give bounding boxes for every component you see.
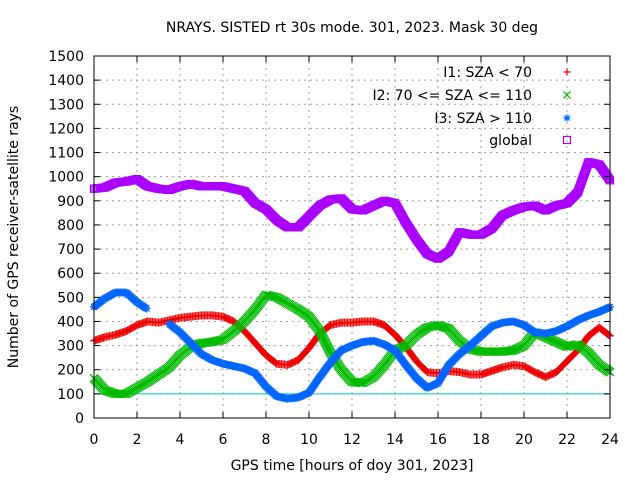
data-point <box>604 173 613 182</box>
y-tick-label: 300 <box>57 339 84 355</box>
x-tick-label: 12 <box>343 432 361 448</box>
y-tick-label: 1300 <box>48 97 84 113</box>
y-tick-label: 200 <box>57 363 84 379</box>
series-3 <box>89 158 615 263</box>
x-tick-labels: 0 2 4 6 8 10 12 14 16 18 20 22 24 <box>90 432 619 448</box>
y-tick-label: 1500 <box>48 49 84 65</box>
y-tick-label: 900 <box>57 194 84 210</box>
y-axis-label: Number of GPS receiver-satellite rays <box>6 106 22 368</box>
legend-label: I3: SZA > 110 <box>434 111 532 127</box>
y-tick-label: 800 <box>57 218 84 234</box>
x-tick-label: 16 <box>429 432 447 448</box>
x-tick-label: 22 <box>558 432 576 448</box>
legend-marker <box>563 68 571 76</box>
y-tick-label: 600 <box>57 266 84 282</box>
legend-marker <box>562 135 572 145</box>
y-tick-label: 1100 <box>48 146 84 162</box>
y-tick-label: 500 <box>57 290 84 306</box>
series-2 <box>90 288 614 403</box>
y-tick-label: 400 <box>57 314 84 330</box>
x-tick-label: 20 <box>515 432 533 448</box>
chart-title: NRAYS. SISTED rt 30s mode. 301, 2023. Ma… <box>166 20 538 36</box>
x-tick-label: 2 <box>133 432 142 448</box>
y-tick-label: 700 <box>57 242 84 258</box>
legend-label: I1: SZA < 70 <box>443 65 532 81</box>
data-point <box>604 331 613 340</box>
legend-label: global <box>489 133 532 149</box>
series-1 <box>89 290 615 399</box>
y-tick-label: 1000 <box>48 170 84 186</box>
x-tick-label: 4 <box>176 432 185 448</box>
x-tick-label: 10 <box>300 432 318 448</box>
axis-ticks <box>93 55 611 419</box>
x-tick-label: 6 <box>219 432 228 448</box>
legend-marker <box>563 91 571 99</box>
legend-label: I2: 70 <= SZA <= 110 <box>372 88 532 104</box>
data-point <box>142 304 151 313</box>
x-axis-label: GPS time [hours of doy 301, 2023] <box>231 458 474 474</box>
y-tick-label: 1400 <box>48 73 84 89</box>
x-tick-label: 0 <box>90 432 99 448</box>
series-points <box>89 158 615 403</box>
y-tick-label: 0 <box>75 411 84 427</box>
x-tick-label: 24 <box>601 432 619 448</box>
legend: I1: SZA < 70 I2: 70 <= SZA <= 110 I3: SZA … <box>372 65 572 149</box>
data-point <box>605 174 614 184</box>
x-tick-label: 18 <box>472 432 490 448</box>
y-tick-label: 1200 <box>48 121 84 137</box>
y-tick-labels: 0 100 200 300 400 500 600 700 800 900 1000 1100 1200… <box>48 49 84 427</box>
x-tick-label: 8 <box>262 432 271 448</box>
legend-marker <box>563 114 571 122</box>
y-tick-label: 100 <box>57 387 84 403</box>
x-tick-label: 14 <box>386 432 404 448</box>
